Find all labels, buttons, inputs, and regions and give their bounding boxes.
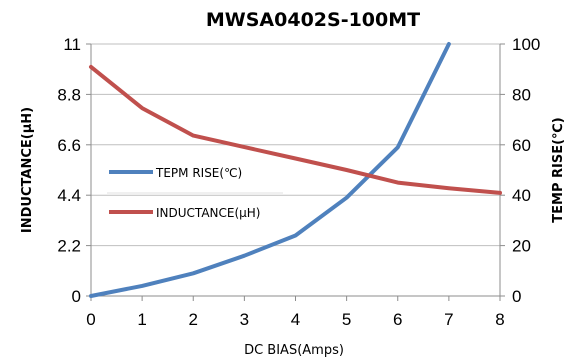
x-tick-label: 0 (86, 310, 95, 329)
x-tick-label: 5 (342, 310, 351, 329)
legend-label: TEPM RISE(℃) (155, 166, 242, 180)
tick-labels: 0 2.2 4.4 6.6 8.8 11 0 20 40 60 80 100 0 1 2 3 4 5 6 7 8 (57, 35, 540, 329)
chart-title: MWSA0402S-100MT (206, 9, 420, 31)
x-tick-label: 8 (495, 310, 504, 329)
y-right-tick-label: 60 (512, 136, 531, 155)
series-line-temp-rise (89, 42, 451, 298)
series-line-inductance (89, 64, 502, 195)
y-left-tick-label: 2.2 (57, 237, 81, 256)
y-axis-left-title: INDUCTANCE(µH) (20, 107, 35, 233)
x-tick-label: 2 (189, 310, 198, 329)
x-tick-label: 6 (393, 310, 402, 329)
legend-label: INDUCTANCE(µH) (156, 206, 260, 220)
series-lines (89, 42, 502, 298)
y-left-tick-label: 4.4 (57, 186, 81, 205)
x-tick-label: 3 (240, 310, 249, 329)
y-left-tick-label: 8.8 (57, 85, 81, 104)
legend: TEPM RISE(℃) INDUCTANCE(µH) (107, 166, 283, 220)
y-left-tick-label: 11 (63, 35, 81, 54)
y-left-tick-label: 6.6 (57, 136, 81, 155)
x-tick-label: 4 (291, 310, 300, 329)
y-right-tick-label: 80 (512, 85, 531, 104)
y-axis-right-title: TEMP RISE(℃) (551, 117, 566, 222)
x-tick-label: 1 (137, 310, 146, 329)
y-right-tick-label: 0 (512, 287, 521, 306)
x-axis-title: DC BIAS(Amps) (244, 343, 344, 358)
y-right-tick-label: 40 (512, 186, 531, 205)
y-right-tick-label: 100 (512, 35, 540, 54)
y-left-tick-label: 0 (72, 287, 81, 306)
x-tick-label: 7 (444, 310, 453, 329)
y-right-tick-label: 20 (512, 237, 531, 256)
axes (86, 43, 505, 301)
